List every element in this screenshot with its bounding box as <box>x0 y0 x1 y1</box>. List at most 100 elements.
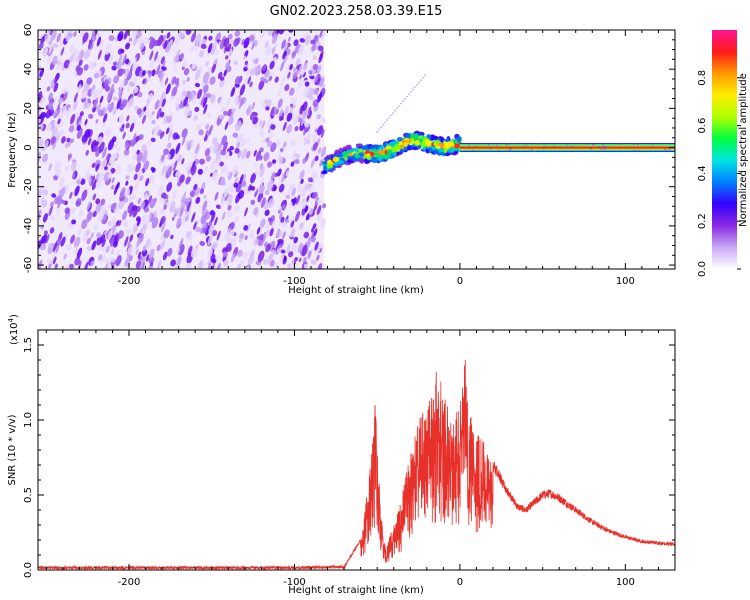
noise-speckle <box>317 263 323 269</box>
noise-speckle <box>312 55 317 60</box>
noise-speckle <box>103 263 108 269</box>
noise-speckle <box>287 71 291 79</box>
signal-blob <box>369 151 375 157</box>
noise-speckle <box>253 124 259 130</box>
x-tick-label: -200 <box>118 276 141 287</box>
noise-speckle <box>57 118 61 125</box>
noise-speckle <box>167 165 173 176</box>
colorbar-tick-label: 0.4 <box>697 165 708 181</box>
noise-speckle <box>125 180 129 186</box>
noise-speckle <box>145 254 150 262</box>
noise-speckle <box>102 158 107 167</box>
noise-speckle <box>248 254 255 265</box>
noise-speckle <box>267 198 275 208</box>
noise-speckle <box>225 97 231 109</box>
noise-speckle <box>186 77 190 82</box>
noise-speckle <box>156 259 162 269</box>
noise-speckle <box>98 86 103 98</box>
noise-speckle <box>159 131 164 139</box>
noise-speckle <box>294 256 299 262</box>
noise-speckle <box>83 49 91 60</box>
noise-speckle <box>79 111 84 117</box>
noise-speckle <box>194 33 202 46</box>
noise-speckle <box>47 259 53 265</box>
noise-speckle <box>320 129 325 138</box>
line-speckle <box>530 148 533 151</box>
streak-dot <box>419 79 422 82</box>
line-speckle <box>553 145 556 148</box>
streak-dot <box>388 116 390 119</box>
noise-speckle <box>251 102 255 110</box>
noise-speckle <box>215 204 222 209</box>
noise-speckle <box>290 261 295 269</box>
noise-speckle <box>90 260 95 267</box>
noise-speckle <box>106 103 111 112</box>
colorbar-tick-label: 0.2 <box>697 213 708 229</box>
noise-speckle <box>274 76 279 83</box>
noise-speckle <box>125 42 131 50</box>
noise-speckle <box>270 171 276 182</box>
noise-speckle <box>295 58 301 66</box>
noise-speckle <box>86 77 93 85</box>
noise-speckle <box>320 146 327 158</box>
signal-blob <box>394 144 401 149</box>
noise-speckle <box>39 243 47 251</box>
noise-speckle <box>278 156 284 164</box>
noise-speckle <box>208 224 214 235</box>
signal-blob <box>454 143 460 149</box>
noise-speckle <box>179 54 184 60</box>
noise-speckle <box>162 60 166 67</box>
noise-speckle <box>246 190 250 196</box>
noise-speckle <box>69 263 75 269</box>
noise-speckle <box>179 207 184 218</box>
noise-speckle <box>40 96 46 106</box>
noise-speckle <box>203 165 209 174</box>
noise-speckle <box>56 209 61 216</box>
line-speckle <box>651 144 654 147</box>
noise-speckle <box>129 196 133 202</box>
noise-speckle <box>274 43 278 48</box>
noise-speckle <box>56 32 62 43</box>
noise-speckle <box>299 73 303 80</box>
noise-speckle <box>46 56 52 64</box>
noise-speckle <box>54 263 58 269</box>
noise-speckle <box>185 30 192 35</box>
noise-speckle <box>110 249 114 255</box>
noise-speckle <box>93 97 99 109</box>
noise-speckle <box>186 201 192 212</box>
signal-blob <box>323 165 327 170</box>
noise-speckle <box>91 88 97 98</box>
noise-speckle <box>312 223 317 230</box>
noise-speckle <box>153 197 158 203</box>
y-tick-label: -20 <box>23 179 34 195</box>
noise-speckle <box>236 141 241 149</box>
streak-dot <box>410 91 412 93</box>
line-speckle <box>534 150 536 153</box>
noise-speckle <box>96 232 102 238</box>
noise-speckle <box>299 169 305 180</box>
signal-blob <box>364 158 369 165</box>
noise-speckle <box>47 101 54 111</box>
noise-speckle <box>303 126 307 136</box>
signal-blob <box>443 147 448 154</box>
noise-speckle <box>71 160 77 171</box>
streak-dot <box>412 88 414 91</box>
spectrogram-xlabel: Height of straight line (km) <box>288 285 424 296</box>
noise-speckle <box>38 139 44 149</box>
noise-speckle <box>233 37 240 47</box>
noise-speckle <box>252 116 258 125</box>
noise-speckle <box>164 77 169 86</box>
noise-speckle <box>318 53 324 64</box>
noise-speckle <box>312 88 319 95</box>
noise-speckle <box>293 159 300 164</box>
noise-speckle <box>302 157 307 164</box>
line-speckle <box>621 143 624 145</box>
noise-speckle <box>269 106 275 118</box>
noise-speckle <box>105 127 112 138</box>
noise-speckle <box>124 142 129 149</box>
noise-speckle <box>258 184 265 195</box>
noise-speckle <box>229 229 235 237</box>
noise-speckle <box>247 184 252 193</box>
noise-speckle <box>293 39 299 47</box>
